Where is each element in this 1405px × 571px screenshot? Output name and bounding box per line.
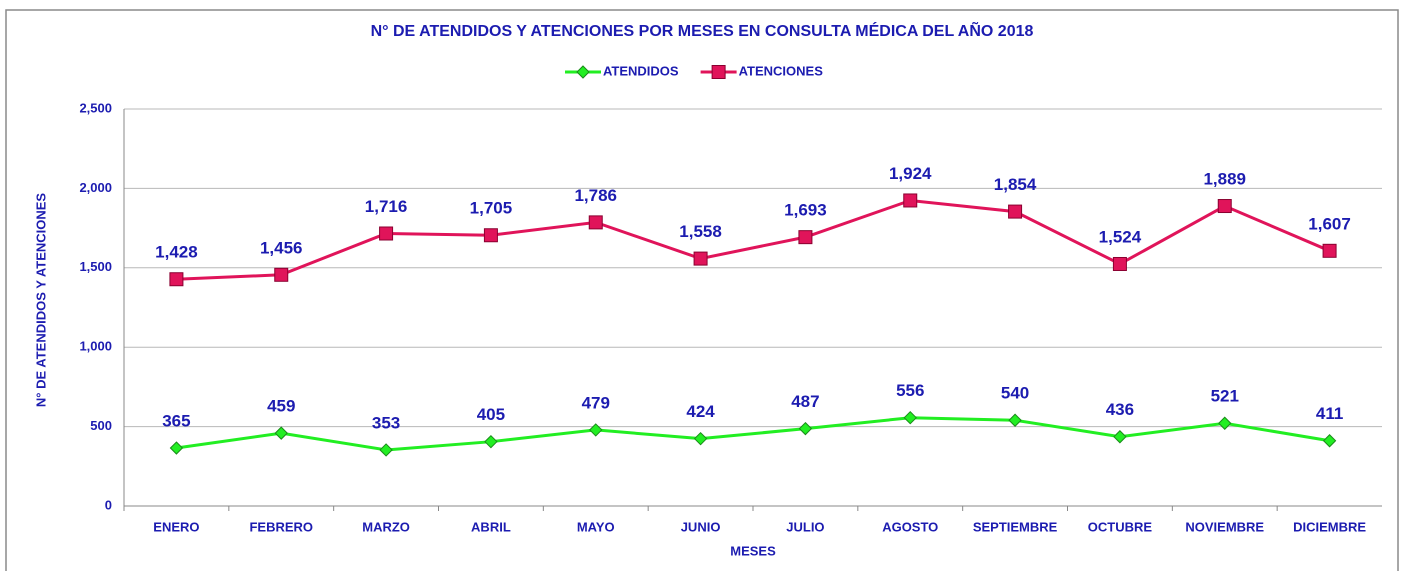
data-point: [1218, 200, 1231, 213]
chart-title: N° DE ATENDIDOS Y ATENCIONES POR MESES E…: [371, 20, 1034, 40]
data-point: [589, 216, 602, 229]
chart: N° DE ATENDIDOS Y ATENCIONES POR MESES E…: [0, 0, 1405, 571]
y-tick-label: 2,500: [79, 100, 112, 115]
data-label: 436: [1106, 400, 1134, 419]
data-label: 1,524: [1099, 227, 1142, 246]
x-tick-label: MAYO: [577, 519, 615, 534]
y-tick-label: 0: [105, 497, 112, 512]
data-point: [170, 273, 183, 286]
data-label: 459: [267, 397, 295, 416]
data-point: [275, 268, 288, 281]
data-label: 487: [791, 392, 819, 411]
data-point: [799, 231, 812, 244]
data-label: 365: [162, 412, 190, 431]
data-label: 1,924: [889, 164, 932, 183]
data-point: [380, 227, 393, 240]
data-label: 1,428: [155, 243, 198, 262]
data-label: 424: [686, 402, 715, 421]
legend-label: ATENDIDOS: [603, 63, 679, 78]
data-label: 1,889: [1203, 170, 1246, 189]
data-label: 1,693: [784, 201, 827, 220]
data-point: [1009, 205, 1022, 218]
data-point: [484, 229, 497, 242]
data-point: [1323, 244, 1336, 257]
legend-label: ATENCIONES: [739, 63, 824, 78]
y-tick-label: 1,000: [79, 339, 112, 354]
data-label: 521: [1211, 387, 1239, 406]
data-point: [694, 252, 707, 265]
data-label: 556: [896, 381, 924, 400]
x-tick-label: DICIEMBRE: [1293, 519, 1366, 534]
y-tick-label: 500: [90, 418, 112, 433]
x-tick-label: JULIO: [786, 519, 824, 534]
data-label: 353: [372, 413, 400, 432]
x-tick-label: MARZO: [362, 519, 410, 534]
data-label: 540: [1001, 384, 1029, 403]
data-label: 1,705: [470, 199, 513, 218]
x-axis-label: MESES: [730, 543, 776, 558]
x-tick-label: ABRIL: [471, 519, 511, 534]
data-label: 1,607: [1308, 214, 1351, 233]
x-tick-label: OCTUBRE: [1088, 519, 1153, 534]
x-tick-label: ENERO: [153, 519, 199, 534]
data-label: 1,456: [260, 238, 303, 257]
x-tick-label: FEBRERO: [249, 519, 313, 534]
y-axis-label: N° DE ATENDIDOS Y ATENCIONES: [33, 193, 48, 408]
x-tick-label: AGOSTO: [882, 519, 938, 534]
legend-marker: [712, 66, 725, 79]
chart-border: [6, 10, 1398, 571]
x-tick-label: SEPTIEMBRE: [973, 519, 1058, 534]
data-point: [1113, 257, 1126, 270]
data-label: 1,854: [994, 175, 1037, 194]
x-tick-label: JUNIO: [681, 519, 721, 534]
y-tick-label: 2,000: [79, 180, 112, 195]
data-label: 411: [1316, 404, 1343, 423]
x-tick-label: NOVIEMBRE: [1185, 519, 1264, 534]
y-tick-label: 1,500: [79, 259, 112, 274]
data-label: 1,716: [365, 197, 408, 216]
data-point: [904, 194, 917, 207]
data-label: 405: [477, 405, 505, 424]
data-label: 1,786: [574, 186, 617, 205]
data-label: 479: [582, 393, 610, 412]
data-label: 1,558: [679, 222, 722, 241]
